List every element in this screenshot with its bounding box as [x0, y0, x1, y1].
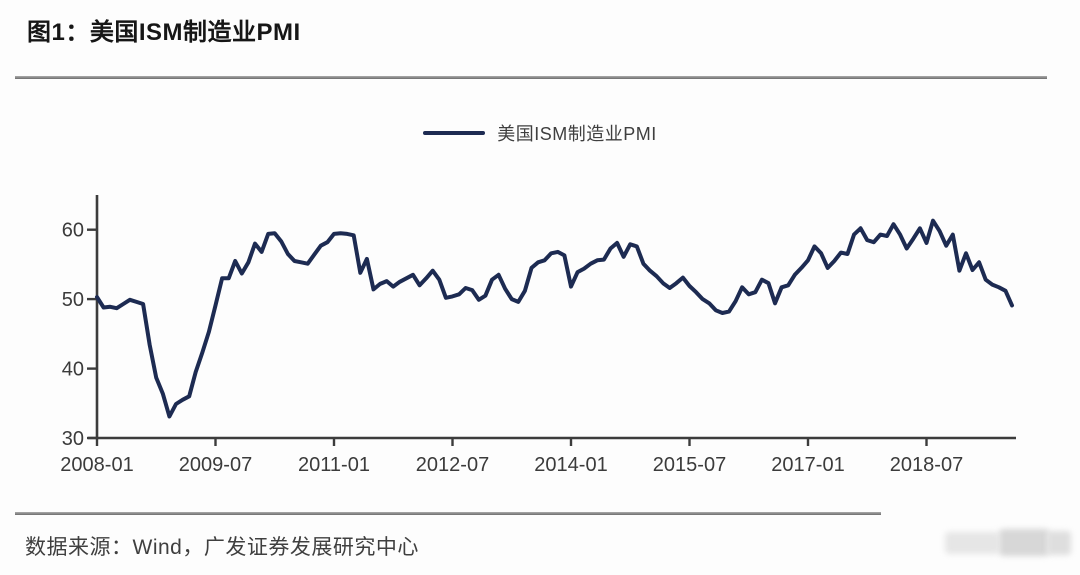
chart-legend: 美国ISM制造业PMI — [0, 120, 1080, 146]
x-tick-label: 2014-01 — [534, 454, 607, 476]
legend-line-swatch — [423, 131, 486, 135]
x-tick-label: 2009-07 — [179, 454, 252, 476]
x-tick-label: 2017-01 — [771, 454, 844, 476]
y-tick-label: 60 — [62, 220, 84, 242]
x-tick-label: 2008-01 — [60, 454, 133, 476]
x-tick-label: 2011-01 — [298, 454, 370, 476]
watermark-blur — [945, 532, 999, 554]
title-divider — [15, 76, 1047, 79]
data-source: 数据来源：Wind，广发证券发展研究中心 — [25, 536, 419, 559]
legend-label: 美国ISM制造业PMI — [497, 124, 657, 144]
watermark-blur — [999, 529, 1049, 556]
y-tick-label: 30 — [62, 428, 84, 450]
source-divider — [15, 512, 881, 515]
watermark-blur — [1047, 531, 1071, 555]
pmi-line — [95, 218, 1014, 419]
x-tick-label: 2012-07 — [416, 454, 489, 476]
y-tick-label: 50 — [62, 289, 84, 311]
y-tick-label: 40 — [62, 359, 84, 381]
x-tick-label: 2015-07 — [653, 454, 726, 476]
x-tick-label: 2018-07 — [890, 454, 963, 476]
figure-title: 图1：美国ISM制造业PMI — [27, 19, 301, 46]
